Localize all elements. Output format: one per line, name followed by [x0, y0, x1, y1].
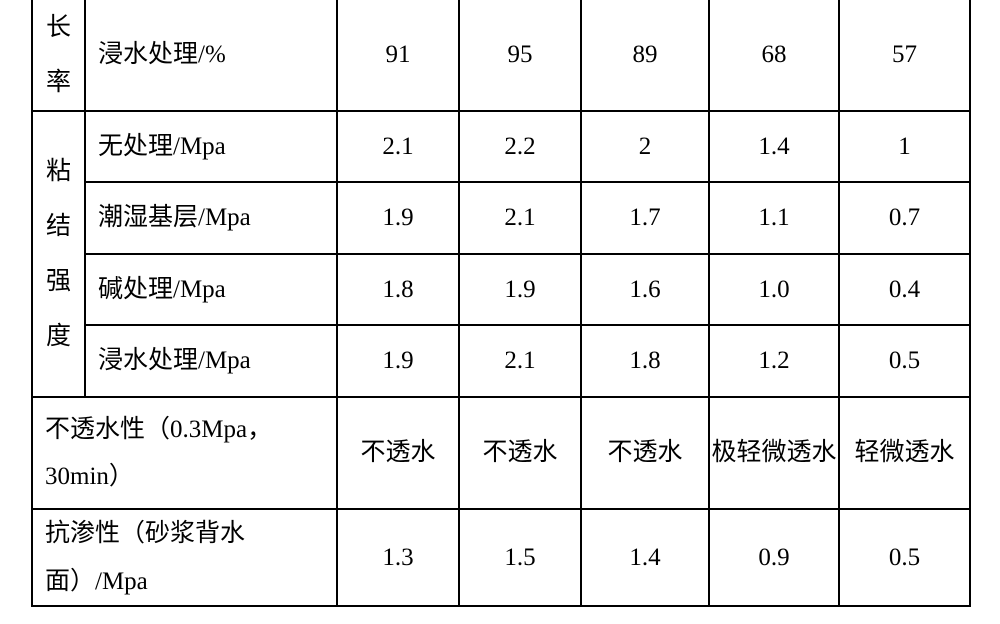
cell: 1.7	[581, 182, 709, 254]
cell: 1.3	[337, 509, 459, 606]
table-row: 碱处理/Mpa 1.8 1.9 1.6 1.0 0.4	[32, 254, 970, 325]
cell: 1.1	[709, 182, 839, 254]
row-label-impermeability: 不透水性（0.3Mpa，30min）	[32, 397, 337, 509]
cell: 0.4	[839, 254, 970, 325]
table-row: 不透水性（0.3Mpa，30min） 不透水 不透水 不透水 极轻微透水 轻微透…	[32, 397, 970, 509]
cell: 极轻微透水	[709, 397, 839, 509]
cell: 0.5	[839, 325, 970, 397]
row-group-header-elongation: 长率	[32, 0, 85, 111]
cell: 2.2	[459, 111, 581, 182]
table-row: 粘结强度 无处理/Mpa 2.1 2.2 2 1.4 1	[32, 111, 970, 182]
cell: 1.6	[581, 254, 709, 325]
cell: 2.1	[459, 182, 581, 254]
table-container: 长率 浸水处理/% 91 95 89 68 57 粘结强度 无处理/Mpa 2.…	[0, 0, 1000, 624]
table-row: 浸水处理/Mpa 1.9 2.1 1.8 1.2 0.5	[32, 325, 970, 397]
row-label: 碱处理/Mpa	[85, 254, 337, 325]
row-label-anti-seepage: 抗渗性（砂浆背水面）/Mpa	[32, 509, 337, 606]
cell: 1.4	[709, 111, 839, 182]
cell: 68	[709, 0, 839, 111]
cell: 1.5	[459, 509, 581, 606]
cell: 不透水	[581, 397, 709, 509]
cell: 0.5	[839, 509, 970, 606]
cell: 1.9	[337, 182, 459, 254]
cell: 2.1	[459, 325, 581, 397]
cell: 1.4	[581, 509, 709, 606]
cell: 57	[839, 0, 970, 111]
table-row: 抗渗性（砂浆背水面）/Mpa 1.3 1.5 1.4 0.9 0.5	[32, 509, 970, 606]
cell: 1	[839, 111, 970, 182]
cell: 1.9	[459, 254, 581, 325]
cell: 1.9	[337, 325, 459, 397]
row-label: 浸水处理/%	[85, 0, 337, 111]
cell: 轻微透水	[839, 397, 970, 509]
cell: 1.0	[709, 254, 839, 325]
cell: 2	[581, 111, 709, 182]
cell: 1.8	[337, 254, 459, 325]
data-table: 长率 浸水处理/% 91 95 89 68 57 粘结强度 无处理/Mpa 2.…	[31, 0, 971, 607]
row-group-header-bond-strength: 粘结强度	[32, 111, 85, 397]
row-label: 浸水处理/Mpa	[85, 325, 337, 397]
cell: 0.7	[839, 182, 970, 254]
cell: 1.8	[581, 325, 709, 397]
cell: 91	[337, 0, 459, 111]
table-row: 潮湿基层/Mpa 1.9 2.1 1.7 1.1 0.7	[32, 182, 970, 254]
cell: 不透水	[337, 397, 459, 509]
table-row: 长率 浸水处理/% 91 95 89 68 57	[32, 0, 970, 111]
cell: 0.9	[709, 509, 839, 606]
cell: 2.1	[337, 111, 459, 182]
cell: 89	[581, 0, 709, 111]
row-label: 无处理/Mpa	[85, 111, 337, 182]
cell: 1.2	[709, 325, 839, 397]
row-label: 潮湿基层/Mpa	[85, 182, 337, 254]
cell: 不透水	[459, 397, 581, 509]
cell: 95	[459, 0, 581, 111]
